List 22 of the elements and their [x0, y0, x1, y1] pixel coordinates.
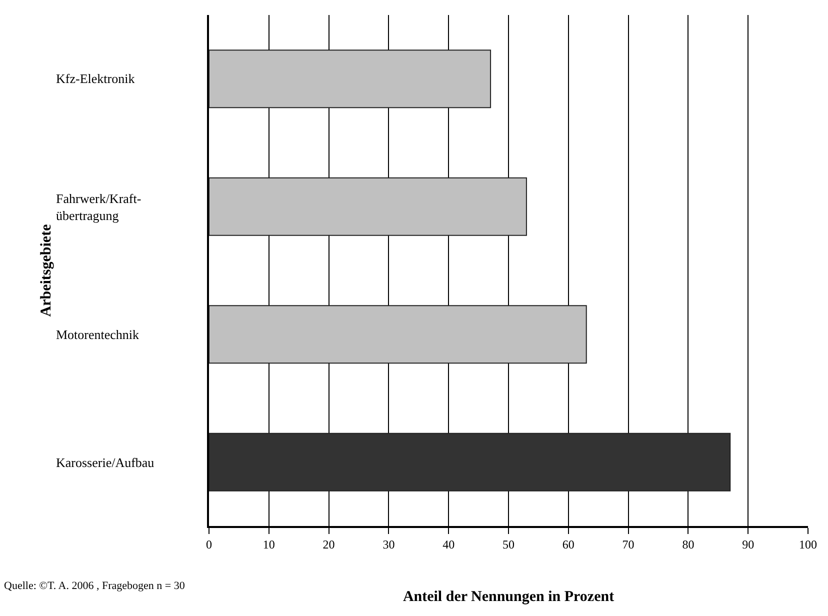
- bar: [209, 432, 731, 492]
- bar: [209, 177, 527, 236]
- y-tick-label: Karosserie/Aufbau: [56, 455, 155, 470]
- x-tick-label: 60: [562, 537, 574, 552]
- x-tick-label: 70: [622, 537, 634, 552]
- bar: [209, 50, 492, 108]
- x-tick-label: 20: [322, 537, 335, 552]
- x-tick-label: 40: [442, 537, 455, 552]
- x-tick-label: 90: [742, 537, 754, 552]
- x-tick-label: 0: [206, 537, 212, 552]
- x-tick-label: 30: [382, 537, 395, 552]
- y-tick-label: Kfz-Elektronik: [56, 71, 136, 86]
- x-tick-label: 100: [799, 537, 817, 552]
- x-axis-title: Anteil der Nennungen in Prozent: [402, 588, 614, 605]
- bar: [209, 305, 587, 364]
- x-tick-label: 50: [502, 537, 514, 552]
- y-tick-label: Fahrwerk/Kraft- übertragung: [56, 191, 142, 223]
- x-tick-label: 80: [682, 537, 694, 552]
- y-axis-title: Arbeitsgebiete: [38, 224, 54, 317]
- source-note: Quelle: ©T. A. 2006 , Fragebogen n = 30: [4, 580, 186, 592]
- y-tick-label: Motorentechnik: [56, 327, 140, 342]
- x-tick-label: 10: [262, 537, 275, 552]
